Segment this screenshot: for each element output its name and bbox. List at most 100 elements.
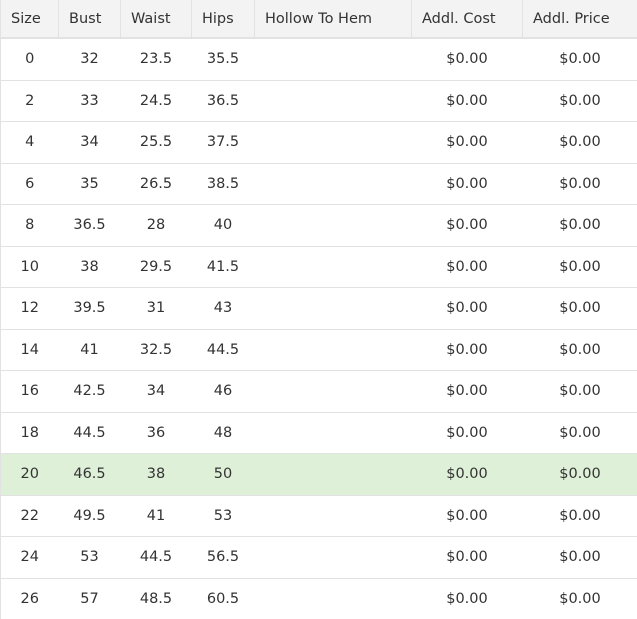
- cell-size: 16: [1, 371, 59, 413]
- cell-hollow-to-hem: [255, 329, 412, 371]
- cell-size: 0: [1, 38, 59, 80]
- cell-bust: 42.5: [59, 371, 121, 413]
- cell-addl-price: $0.00: [523, 80, 637, 122]
- cell-hollow-to-hem: [255, 288, 412, 330]
- cell-size: 26: [1, 578, 59, 619]
- cell-hips: 36.5: [192, 80, 255, 122]
- cell-addl-cost: $0.00: [412, 371, 523, 413]
- cell-bust: 49.5: [59, 495, 121, 537]
- column-header-bust[interactable]: Bust: [59, 0, 121, 38]
- cell-size: 6: [1, 163, 59, 205]
- cell-hips: 50: [192, 454, 255, 496]
- cell-hips: 41.5: [192, 246, 255, 288]
- cell-waist: 29.5: [121, 246, 192, 288]
- cell-addl-cost: $0.00: [412, 38, 523, 80]
- cell-waist: 48.5: [121, 578, 192, 619]
- cell-hollow-to-hem: [255, 246, 412, 288]
- cell-hips: 48: [192, 412, 255, 454]
- cell-hollow-to-hem: [255, 578, 412, 619]
- cell-addl-price: $0.00: [523, 454, 637, 496]
- cell-bust: 36.5: [59, 205, 121, 247]
- column-header-hips[interactable]: Hips: [192, 0, 255, 38]
- cell-waist: 32.5: [121, 329, 192, 371]
- cell-size: 4: [1, 122, 59, 164]
- cell-hips: 44.5: [192, 329, 255, 371]
- cell-addl-price: $0.00: [523, 205, 637, 247]
- cell-hollow-to-hem: [255, 537, 412, 579]
- cell-addl-cost: $0.00: [412, 122, 523, 164]
- cell-waist: 31: [121, 288, 192, 330]
- column-header-addl-cost[interactable]: Addl. Cost: [412, 0, 523, 38]
- cell-hips: 56.5: [192, 537, 255, 579]
- cell-addl-cost: $0.00: [412, 246, 523, 288]
- cell-hips: 35.5: [192, 38, 255, 80]
- cell-bust: 35: [59, 163, 121, 205]
- cell-waist: 34: [121, 371, 192, 413]
- cell-size: 10: [1, 246, 59, 288]
- cell-bust: 38: [59, 246, 121, 288]
- column-header-waist[interactable]: Waist: [121, 0, 192, 38]
- cell-addl-price: $0.00: [523, 246, 637, 288]
- column-header-hollow-to-hem[interactable]: Hollow To Hem: [255, 0, 412, 38]
- cell-bust: 53: [59, 537, 121, 579]
- cell-addl-cost: $0.00: [412, 329, 523, 371]
- cell-addl-price: $0.00: [523, 329, 637, 371]
- cell-hollow-to-hem: [255, 412, 412, 454]
- cell-size: 20: [1, 454, 59, 496]
- cell-hollow-to-hem: [255, 80, 412, 122]
- cell-addl-cost: $0.00: [412, 80, 523, 122]
- column-header-addl-price[interactable]: Addl. Price: [523, 0, 637, 38]
- cell-hips: 43: [192, 288, 255, 330]
- cell-hollow-to-hem: [255, 205, 412, 247]
- cell-hollow-to-hem: [255, 454, 412, 496]
- cell-size: 12: [1, 288, 59, 330]
- cell-addl-price: $0.00: [523, 537, 637, 579]
- cell-bust: 34: [59, 122, 121, 164]
- column-header-size[interactable]: Size: [1, 0, 59, 38]
- cell-hollow-to-hem: [255, 38, 412, 80]
- cell-size: 2: [1, 80, 59, 122]
- cell-addl-price: $0.00: [523, 122, 637, 164]
- cell-waist: 25.5: [121, 122, 192, 164]
- cell-hips: 53: [192, 495, 255, 537]
- cell-addl-price: $0.00: [523, 412, 637, 454]
- cell-addl-cost: $0.00: [412, 454, 523, 496]
- cell-addl-price: $0.00: [523, 371, 637, 413]
- cell-bust: 46.5: [59, 454, 121, 496]
- cell-addl-cost: $0.00: [412, 163, 523, 205]
- cell-addl-cost: $0.00: [412, 578, 523, 619]
- cell-addl-price: $0.00: [523, 578, 637, 619]
- cell-addl-cost: $0.00: [412, 288, 523, 330]
- cell-hips: 60.5: [192, 578, 255, 619]
- cell-bust: 33: [59, 80, 121, 122]
- cell-hips: 37.5: [192, 122, 255, 164]
- cell-waist: 28: [121, 205, 192, 247]
- cell-size: 22: [1, 495, 59, 537]
- cell-waist: 44.5: [121, 537, 192, 579]
- cell-hips: 40: [192, 205, 255, 247]
- cell-addl-cost: $0.00: [412, 205, 523, 247]
- cell-bust: 39.5: [59, 288, 121, 330]
- cell-addl-cost: $0.00: [412, 495, 523, 537]
- cell-hollow-to-hem: [255, 163, 412, 205]
- cell-waist: 41: [121, 495, 192, 537]
- cell-size: 24: [1, 537, 59, 579]
- cell-hollow-to-hem: [255, 371, 412, 413]
- cell-addl-cost: $0.00: [412, 537, 523, 579]
